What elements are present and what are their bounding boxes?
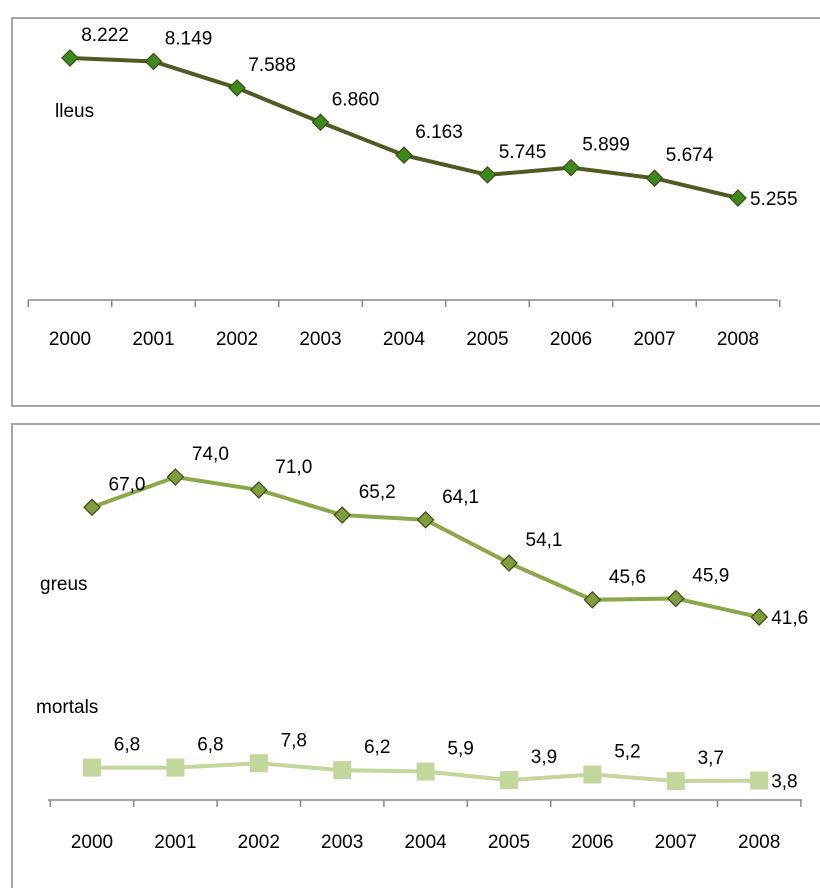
- x-tick-label: 2008: [738, 832, 780, 853]
- series-line: [91, 474, 760, 620]
- x-tick-label: 2006: [550, 329, 592, 350]
- marker: [666, 589, 685, 608]
- data-label: 64,1: [442, 487, 479, 508]
- marker: [416, 762, 435, 781]
- data-label: 74,0: [192, 444, 229, 465]
- x-tick-label: 2001: [132, 329, 174, 350]
- data-label: 45,9: [692, 566, 729, 587]
- marker: [416, 510, 435, 529]
- x-tick-label: 2000: [49, 329, 91, 350]
- x-tick-label: 2002: [238, 832, 280, 853]
- data-label: 7.588: [248, 55, 296, 76]
- marker: [750, 771, 769, 790]
- data-label: 71,0: [275, 457, 312, 478]
- marker: [395, 146, 413, 165]
- data-label: 5.899: [582, 135, 630, 156]
- chart-frame: [11, 423, 820, 888]
- data-label: 6,8: [197, 735, 223, 756]
- data-label: 5.674: [666, 145, 714, 166]
- series-label: greus: [40, 574, 88, 595]
- data-label: 41,6: [771, 608, 808, 629]
- data-label: 3,9: [531, 747, 557, 768]
- marker: [83, 498, 101, 517]
- data-label: 67,0: [109, 474, 146, 495]
- x-tick-label: 2003: [321, 832, 363, 853]
- marker: [311, 113, 330, 132]
- x-tick-label: 2007: [655, 832, 697, 853]
- marker: [249, 481, 268, 499]
- marker: [500, 554, 518, 572]
- x-tick-label: 2006: [571, 832, 613, 853]
- data-label: 5.255: [750, 189, 798, 210]
- x-tick-label: 2002: [216, 329, 258, 350]
- data-label: 6.860: [332, 89, 380, 110]
- marker: [666, 772, 685, 790]
- series-line: [69, 56, 739, 200]
- marker: [478, 166, 497, 184]
- x-tick-label: 2007: [633, 329, 675, 350]
- marker: [61, 49, 79, 67]
- marker: [500, 771, 518, 790]
- marker: [333, 761, 352, 780]
- marker: [249, 754, 268, 773]
- marker: [333, 506, 352, 524]
- marker: [166, 468, 185, 486]
- x-tick-label: 2001: [154, 832, 196, 853]
- x-tick-label: 2000: [71, 832, 113, 853]
- marker: [750, 608, 769, 626]
- marker: [583, 590, 602, 609]
- data-label: 5.745: [499, 142, 547, 163]
- marker: [83, 758, 101, 777]
- x-tick-label: 2005: [466, 329, 508, 350]
- marker: [583, 765, 602, 784]
- marker: [228, 79, 246, 97]
- data-label: 45,6: [609, 567, 646, 588]
- data-label: 54,1: [526, 530, 563, 551]
- marker: [144, 52, 163, 71]
- data-label: 5,9: [447, 739, 473, 760]
- data-label: 6,8: [114, 735, 140, 756]
- series-label: mortals: [36, 697, 98, 718]
- x-tick-label: 2008: [717, 329, 759, 350]
- x-tick-label: 2004: [404, 832, 447, 853]
- data-label: 6.163: [415, 122, 463, 143]
- x-tick-label: 2005: [488, 832, 530, 853]
- data-label: 6,2: [364, 737, 390, 758]
- data-label: 8.149: [165, 28, 213, 49]
- marker: [562, 158, 580, 177]
- data-label: 8.222: [81, 25, 129, 46]
- marker: [645, 169, 664, 188]
- data-label: 65,2: [359, 482, 396, 503]
- data-label: 3,8: [771, 772, 797, 793]
- chart-frame: [11, 17, 820, 407]
- data-label: 5,2: [614, 742, 640, 763]
- x-tick-label: 2003: [299, 329, 341, 350]
- marker: [166, 758, 185, 777]
- x-tick-label: 2004: [383, 329, 426, 350]
- series-label: lleus: [55, 101, 94, 122]
- data-label: 3,7: [698, 748, 724, 769]
- data-label: 7,8: [281, 730, 307, 751]
- marker: [729, 189, 747, 207]
